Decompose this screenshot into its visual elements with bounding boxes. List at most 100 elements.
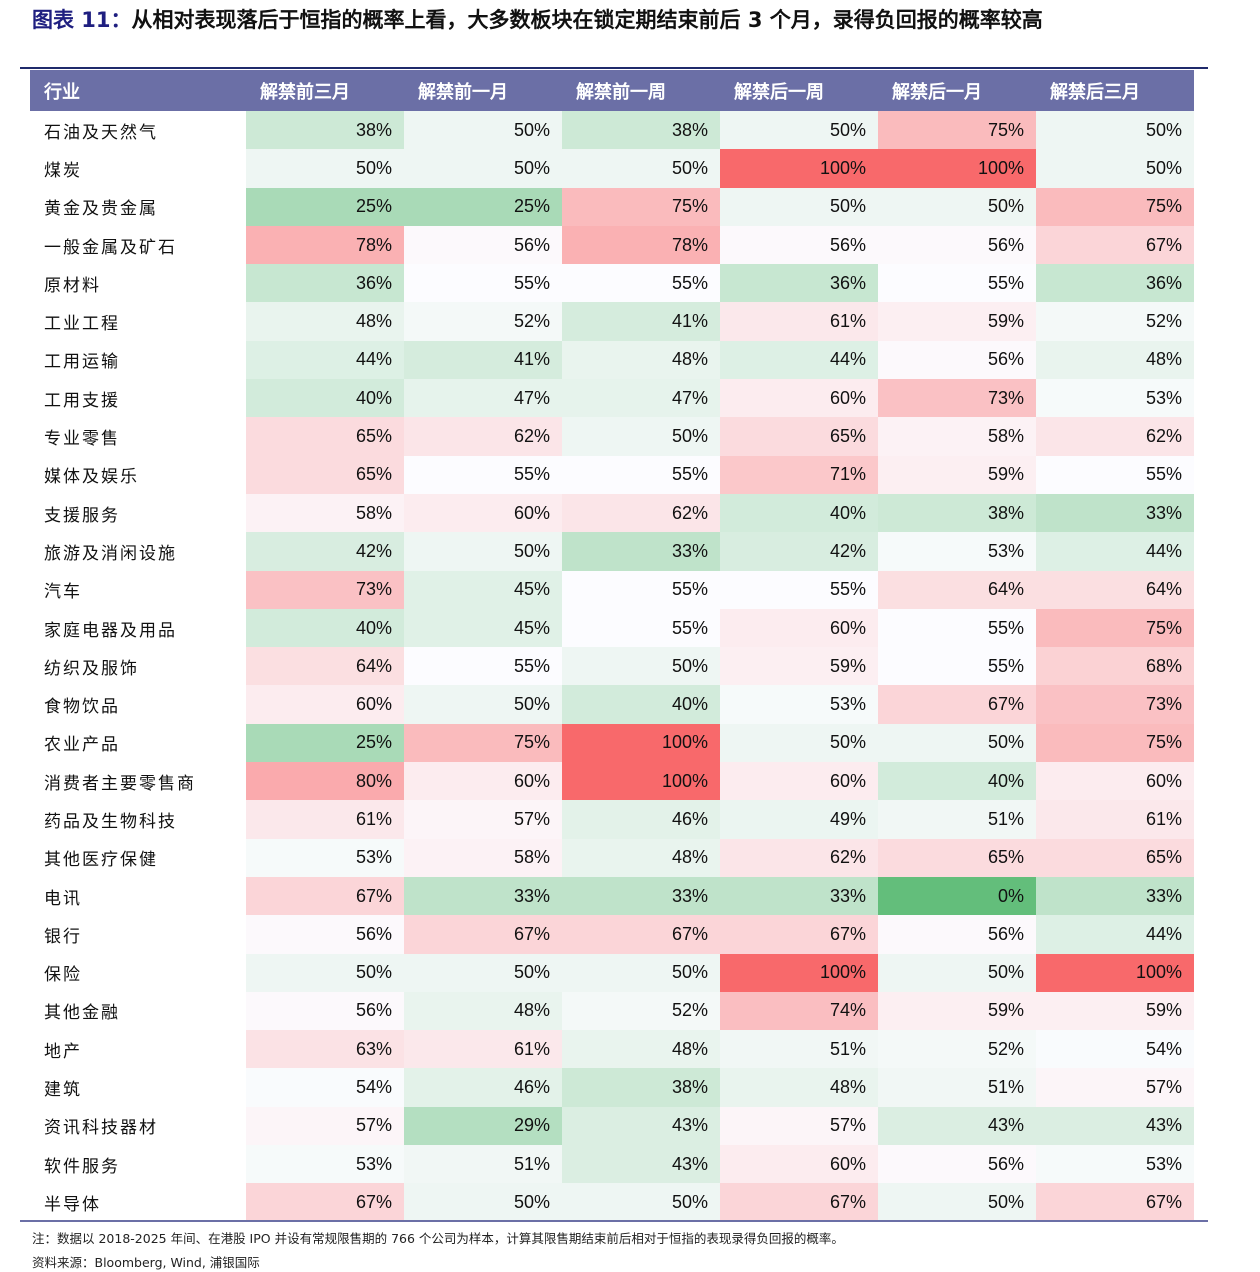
probability-cell: 25%: [404, 187, 562, 226]
probability-cell: 55%: [878, 264, 1036, 303]
table-row: 保险 50% 50% 50% 100% 50% 100%: [30, 953, 1194, 992]
probability-cell: 48%: [1036, 340, 1194, 380]
sector-name: 食物饮品: [30, 685, 246, 724]
sector-name: 半导体: [30, 1183, 246, 1222]
probability-cell: 55%: [562, 608, 720, 648]
probability-cell: 55%: [404, 264, 562, 303]
probability-cell: 50%: [878, 953, 1036, 992]
probability-cell: 75%: [404, 723, 562, 763]
table-row: 其他金融 56% 48% 52% 74% 59% 59%: [30, 991, 1194, 1031]
probability-cell: 48%: [246, 302, 404, 341]
sector-name: 资讯科技器材: [30, 1106, 246, 1146]
probability-cell: 46%: [404, 1068, 562, 1107]
probability-cell: 59%: [878, 455, 1036, 494]
table-row: 软件服务 53% 51% 43% 60% 56% 53%: [30, 1145, 1194, 1184]
probability-cell: 75%: [1036, 723, 1194, 763]
table-row: 消费者主要零售商 80% 60% 100% 60% 40% 60%: [30, 762, 1194, 801]
probability-cell: 56%: [404, 225, 562, 265]
probability-cell: 75%: [1036, 608, 1194, 648]
probability-cell: 62%: [562, 493, 720, 533]
table-row: 黄金及贵金属 25% 25% 75% 50% 50% 75%: [30, 187, 1194, 226]
sector-name: 农业产品: [30, 723, 246, 763]
probability-cell: 50%: [562, 417, 720, 456]
probability-cell: 67%: [1036, 225, 1194, 265]
table-row: 煤炭 50% 50% 50% 100% 100% 50%: [30, 149, 1194, 188]
probability-cell: 59%: [878, 302, 1036, 341]
table-row: 支援服务 58% 60% 62% 40% 38% 33%: [30, 493, 1194, 533]
probability-cell: 100%: [562, 723, 720, 763]
probability-cell: 50%: [1036, 149, 1194, 188]
probability-cell: 55%: [878, 608, 1036, 648]
probability-cell: 40%: [720, 493, 878, 533]
probability-cell: 36%: [1036, 264, 1194, 303]
probability-cell: 51%: [404, 1145, 562, 1184]
probability-cell: 60%: [720, 608, 878, 648]
probability-cell: 33%: [720, 876, 878, 916]
probability-cell: 67%: [246, 1183, 404, 1222]
table-row: 家庭电器及用品 40% 45% 55% 60% 55% 75%: [30, 608, 1194, 648]
probability-cell: 100%: [720, 149, 878, 188]
probability-cell: 78%: [246, 225, 404, 265]
probability-cell: 57%: [1036, 1068, 1194, 1107]
probability-cell: 53%: [878, 532, 1036, 571]
probability-cell: 45%: [404, 570, 562, 609]
probability-cell: 50%: [878, 723, 1036, 763]
probability-cell: 44%: [1036, 532, 1194, 571]
table-row: 食物饮品 60% 50% 40% 53% 67% 73%: [30, 685, 1194, 724]
probability-cell: 55%: [404, 647, 562, 686]
sector-name: 石油及天然气: [30, 111, 246, 150]
probability-cell: 62%: [404, 417, 562, 456]
probability-cell: 67%: [1036, 1183, 1194, 1222]
probability-cell: 59%: [878, 991, 1036, 1031]
probability-cell: 46%: [562, 800, 720, 839]
probability-cell: 54%: [1036, 1030, 1194, 1069]
table-row: 石油及天然气 38% 50% 38% 50% 75% 50%: [30, 111, 1194, 150]
column-header: 行业: [30, 70, 246, 111]
probability-cell: 40%: [562, 685, 720, 724]
probability-cell: 33%: [562, 876, 720, 916]
bottom-divider: [20, 1220, 1208, 1222]
probability-cell: 75%: [1036, 187, 1194, 226]
probability-cell: 60%: [404, 493, 562, 533]
probability-cell: 65%: [878, 838, 1036, 877]
probability-cell: 42%: [720, 532, 878, 571]
sector-name: 地产: [30, 1030, 246, 1069]
probability-cell: 73%: [878, 379, 1036, 418]
sector-name: 工用运输: [30, 340, 246, 380]
probability-cell: 71%: [720, 455, 878, 494]
probability-cell: 62%: [720, 838, 878, 877]
probability-cell: 52%: [404, 302, 562, 341]
probability-cell: 53%: [246, 1145, 404, 1184]
table-row: 工用支援 40% 47% 47% 60% 73% 53%: [30, 379, 1194, 418]
probability-cell: 48%: [720, 1068, 878, 1107]
probability-cell: 50%: [404, 1183, 562, 1222]
probability-cell: 50%: [562, 647, 720, 686]
probability-cell: 50%: [404, 149, 562, 188]
probability-cell: 55%: [562, 264, 720, 303]
probability-cell: 40%: [246, 608, 404, 648]
probability-cell: 33%: [404, 876, 562, 916]
probability-cell: 40%: [246, 379, 404, 418]
probability-cell: 100%: [720, 953, 878, 992]
probability-cell: 44%: [720, 340, 878, 380]
probability-cell: 100%: [878, 149, 1036, 188]
probability-cell: 48%: [404, 991, 562, 1031]
probability-cell: 51%: [878, 800, 1036, 839]
probability-cell: 53%: [720, 685, 878, 724]
probability-cell: 55%: [404, 455, 562, 494]
probability-cell: 64%: [1036, 570, 1194, 609]
probability-cell: 60%: [720, 379, 878, 418]
probability-cell: 25%: [246, 723, 404, 763]
probability-cell: 61%: [246, 800, 404, 839]
probability-cell: 73%: [246, 570, 404, 609]
probability-cell: 48%: [562, 340, 720, 380]
probability-cell: 58%: [246, 493, 404, 533]
probability-cell: 43%: [562, 1145, 720, 1184]
column-header: 解禁后一周: [720, 70, 878, 111]
probability-cell: 50%: [720, 723, 878, 763]
column-header: 解禁后三月: [1036, 70, 1194, 111]
column-header: 解禁前三月: [246, 70, 404, 111]
probability-cell: 47%: [404, 379, 562, 418]
probability-cell: 80%: [246, 762, 404, 801]
probability-cell: 57%: [404, 800, 562, 839]
